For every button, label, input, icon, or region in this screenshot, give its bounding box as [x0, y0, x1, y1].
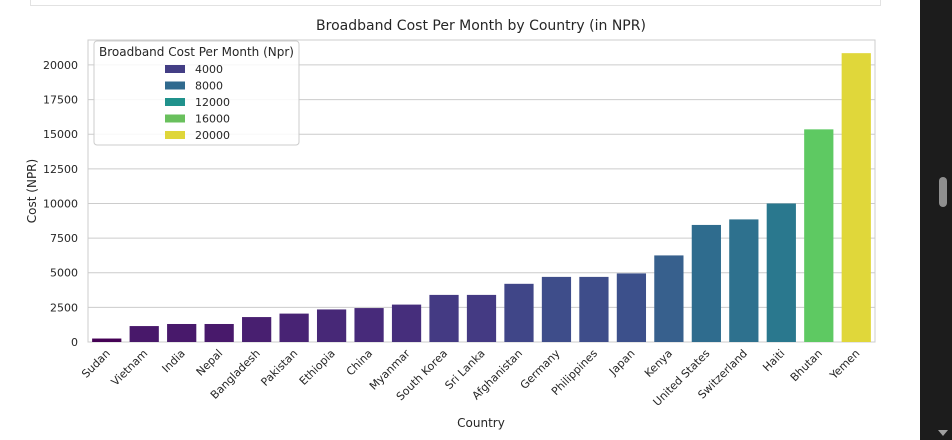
bar-ethiopia — [316, 309, 347, 342]
scroll-down-arrow-icon[interactable] — [938, 430, 948, 436]
y-axis-label: Cost (NPR) — [25, 159, 39, 223]
y-tick-label: 20000 — [43, 59, 78, 72]
bar-sri-lanka — [466, 294, 497, 342]
bar-afghanistan — [504, 283, 534, 342]
y-tick-labels: 0 2500 5000 7500 10000 12500 15000 17500 20000 — [43, 59, 78, 349]
bar-india — [167, 323, 197, 342]
x-tick-label: Nepal — [194, 347, 226, 379]
y-tick-label: 15000 — [43, 128, 78, 141]
legend: Broadband Cost Per Month (Npr) 4000 8000 1… — [93, 40, 300, 146]
bar-myanmar — [391, 304, 422, 342]
chart-title: Broadband Cost Per Month by Country (in … — [316, 18, 646, 34]
bar-japan — [616, 273, 647, 342]
bar-south-korea — [429, 294, 459, 342]
legend-title: Broadband Cost Per Month (Npr) — [99, 45, 294, 59]
x-tick-label: India — [160, 347, 188, 375]
bar-pakistan — [279, 313, 309, 342]
legend-entries: 4000 8000 12000 16000 20000 — [165, 63, 230, 142]
scrollbar[interactable] — [920, 0, 952, 440]
bar-chart: Broadband Cost Per Month by Country (in … — [25, 18, 876, 430]
legend-swatch — [165, 81, 185, 90]
bar-united-states — [691, 224, 721, 342]
y-tick-label: 7500 — [50, 232, 78, 245]
y-tick-label: 12500 — [43, 163, 78, 176]
x-tick-label: Vietnam — [109, 347, 151, 389]
x-tick-label: Kenya — [642, 347, 675, 380]
x-tick-label: Yemen — [827, 347, 863, 383]
bar-nepal — [204, 323, 234, 342]
y-tick-label: 10000 — [43, 197, 78, 210]
bar-philippines — [579, 276, 609, 342]
top-panel-edge — [30, 0, 881, 6]
bar-china — [354, 308, 384, 342]
bars — [92, 53, 871, 342]
legend-label: 8000 — [195, 80, 223, 93]
legend-label: 16000 — [195, 113, 230, 126]
scrollbar-thumb[interactable] — [939, 177, 947, 207]
bar-sudan — [92, 338, 122, 342]
legend-frame — [93, 40, 300, 146]
bar-switzerland — [729, 219, 759, 342]
bar-germany — [541, 276, 572, 342]
bar-bhutan — [804, 129, 834, 342]
x-tick-label: Bhutan — [788, 347, 825, 384]
x-tick-label: Pakistan — [258, 347, 300, 389]
legend-swatch — [165, 98, 185, 106]
legend-label: 20000 — [195, 129, 230, 142]
x-tick-label: Sudan — [79, 347, 113, 381]
legend-swatch — [165, 65, 185, 73]
y-tick-label: 0 — [71, 336, 78, 349]
x-tick-label: China — [344, 347, 375, 378]
legend-swatch — [165, 131, 185, 139]
x-tick-label: Haiti — [760, 347, 787, 374]
bar-kenya — [654, 255, 684, 342]
x-tick-label: Japan — [606, 347, 638, 379]
y-tick-label: 17500 — [43, 94, 78, 107]
legend-swatch — [165, 114, 185, 123]
x-tick-label: Ethiopia — [297, 347, 338, 388]
legend-label: 12000 — [195, 96, 230, 109]
legend-label: 4000 — [195, 63, 223, 76]
bar-vietnam — [129, 326, 159, 342]
y-tick-label: 5000 — [50, 267, 78, 280]
bar-bangladesh — [242, 317, 272, 342]
bar-yemen — [841, 53, 871, 342]
x-axis-label: Country — [457, 416, 505, 430]
bar-haiti — [766, 203, 796, 342]
y-tick-label: 2500 — [50, 301, 78, 314]
